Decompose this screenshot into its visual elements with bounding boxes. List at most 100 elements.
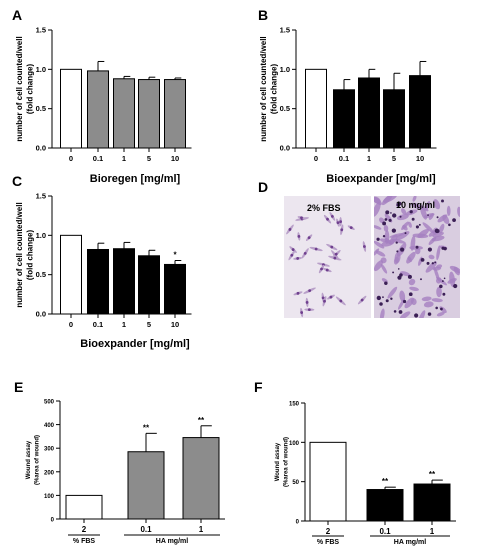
- x-tick-label: 1: [430, 527, 435, 536]
- x-tick-label: 1: [367, 154, 371, 163]
- cell-nucleus: [414, 313, 419, 318]
- bar: [87, 70, 109, 149]
- cell-nucleus: [418, 223, 421, 226]
- chart-panel-e: 0 100 200 300 400 500 Wound assay (%area of wou…: [26, 400, 225, 545]
- cell-nucleus: [384, 281, 388, 286]
- significance-marker: **: [143, 423, 150, 432]
- y-tick-label: 300: [44, 447, 55, 453]
- y-axis-title: number of cell counted/well: [15, 36, 24, 141]
- cell-nucleus: [397, 201, 402, 206]
- cell-shape: [410, 235, 416, 251]
- y-tick-label: 100: [44, 494, 55, 500]
- y-tick-label: 1.5: [36, 192, 46, 201]
- cell-shape: [438, 223, 445, 234]
- x-tick-label: 5: [147, 320, 151, 329]
- cell-nucleus: [415, 245, 419, 249]
- y-axis-title: Wound assay: [275, 442, 281, 481]
- cell-nucleus: [420, 278, 422, 281]
- cell-shape: [374, 202, 381, 217]
- cell-shape: [437, 214, 448, 223]
- x-axis-title: Bioregen [mg/ml]: [90, 173, 181, 185]
- x-tick-label: 0: [69, 320, 73, 329]
- bar: [409, 75, 431, 149]
- bar: [164, 263, 186, 315]
- cell-nucleus: [307, 236, 311, 240]
- bar: [138, 255, 160, 315]
- cell-nucleus: [434, 228, 440, 234]
- y-axis-title: (fold change): [26, 64, 35, 115]
- bar: [182, 437, 220, 520]
- cell-nucleus: [339, 220, 342, 224]
- cell-shape: [422, 222, 435, 234]
- y-tick-label: 1.0: [36, 65, 46, 74]
- bar: [138, 79, 160, 149]
- y-tick-label: 0.5: [36, 104, 46, 113]
- cell-nucleus: [384, 218, 388, 221]
- cell-nucleus: [448, 223, 451, 227]
- x-axis-title: Bioexpander [mg/ml]: [326, 173, 436, 185]
- cell-nucleus: [303, 251, 307, 255]
- cell-shape: [408, 278, 416, 286]
- cell-nucleus: [300, 216, 303, 220]
- cell-shape: [423, 301, 434, 308]
- bar: [60, 234, 82, 315]
- cell-nucleus: [382, 296, 384, 299]
- cell-nucleus: [427, 214, 429, 216]
- y-tick-label: 150: [289, 402, 300, 408]
- y-axis-title: Wound assay: [26, 440, 32, 479]
- bar: [413, 483, 451, 522]
- y-tick-label: 200: [44, 470, 55, 476]
- cell-nucleus: [376, 295, 381, 301]
- x-tick-label: 1: [122, 320, 126, 329]
- cell-nucleus: [439, 284, 443, 289]
- x-tick-label: 0.1: [93, 320, 103, 329]
- bar: [164, 79, 186, 149]
- cell-nucleus: [434, 261, 437, 264]
- significance-marker: **: [382, 477, 389, 486]
- cell-shape: [380, 308, 385, 318]
- significance-marker: *: [173, 251, 177, 260]
- x-tick-label: 0: [314, 154, 318, 163]
- cell-nucleus: [385, 210, 390, 215]
- y-tick-label: 0.0: [280, 144, 290, 153]
- cell-shape: [383, 224, 389, 232]
- x-tick-label: 2: [326, 527, 331, 536]
- y-axis-title: number of cell counted/well: [259, 36, 268, 141]
- group-label: HA mg/ml: [394, 539, 426, 546]
- bar: [309, 441, 347, 522]
- cell-shape: [436, 277, 442, 284]
- cell-shape: [406, 251, 416, 264]
- cell-nucleus: [390, 297, 393, 300]
- x-tick-label: 10: [416, 154, 424, 163]
- cell-nucleus: [314, 247, 318, 251]
- cell-nucleus: [415, 225, 419, 229]
- bar: [87, 248, 109, 315]
- micrograph-caption-fbs: 2% FBS: [307, 203, 341, 213]
- cell-shape: [374, 225, 382, 230]
- panel-letter-a: A: [12, 7, 22, 23]
- cell-shape: [457, 206, 460, 217]
- cell-nucleus: [395, 241, 398, 244]
- cell-shape: [428, 236, 437, 245]
- cell-nucleus: [329, 295, 333, 299]
- cell-nucleus: [390, 212, 392, 214]
- cell-nucleus: [291, 248, 295, 251]
- cell-nucleus: [297, 234, 301, 238]
- micrograph-fbs-image: [284, 196, 371, 318]
- panel-letter-d: D: [258, 179, 268, 195]
- cell-shape: [397, 214, 409, 221]
- y-tick-label: 1.0: [36, 231, 46, 240]
- cell-shape: [436, 312, 445, 317]
- cell-nucleus: [330, 245, 334, 249]
- panel-letter-c: C: [12, 173, 22, 189]
- cell-shape: [410, 202, 423, 210]
- panel-letter-e: E: [14, 379, 23, 395]
- cell-shape: [412, 196, 417, 202]
- cell-nucleus: [431, 262, 434, 265]
- group-label: % FBS: [73, 538, 96, 545]
- y-tick-label: 0.0: [36, 310, 46, 319]
- cell-nucleus: [400, 247, 405, 252]
- cell-nucleus: [426, 261, 430, 265]
- cell-nucleus: [391, 228, 397, 233]
- cell-nucleus: [296, 291, 300, 295]
